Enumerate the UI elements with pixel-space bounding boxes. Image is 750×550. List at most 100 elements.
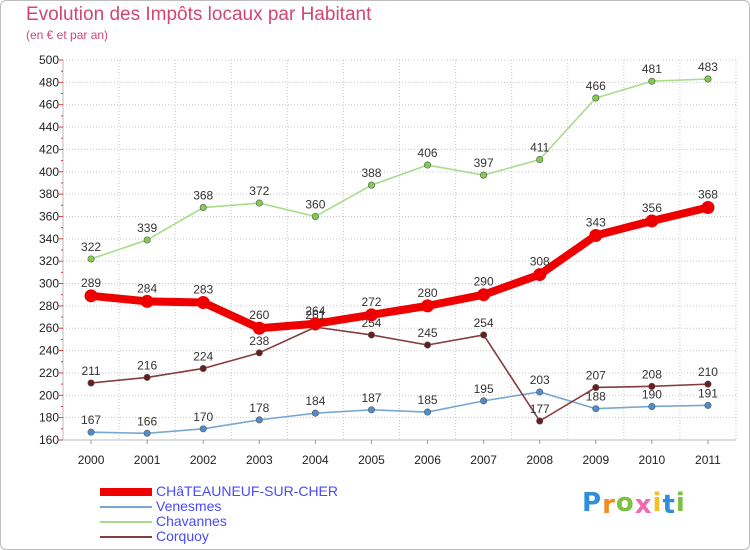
data-label: 481 — [642, 62, 662, 76]
data-point — [252, 321, 266, 335]
data-label: 261 — [305, 308, 325, 322]
data-label: 191 — [698, 386, 718, 400]
data-label: 356 — [642, 201, 662, 215]
y-tick-label: 480 — [39, 75, 59, 89]
data-point — [589, 228, 603, 242]
data-point — [199, 364, 207, 372]
legend-item: Corquoy — [100, 529, 338, 544]
data-label: 406 — [418, 146, 438, 160]
x-tick-label: 2001 — [134, 453, 161, 467]
data-point — [143, 373, 151, 381]
y-tick-label: 300 — [39, 277, 59, 291]
line-chart: 160 180 200 220 240 260 280 300 320 340 360 380 400 4… — [39, 53, 737, 467]
series-chavannes: 322 339 368 372 360 388 406 397 411 466 481 483 — [81, 60, 718, 263]
y-tick-label: 400 — [39, 165, 59, 179]
data-point — [84, 289, 98, 303]
y-tick-label: 320 — [39, 254, 59, 268]
x-tick-label: 2002 — [190, 453, 217, 467]
data-point — [424, 161, 432, 169]
data-point — [364, 308, 378, 322]
data-point — [536, 417, 544, 425]
data-label: 284 — [137, 281, 157, 295]
y-tick-label: 220 — [39, 366, 59, 380]
data-point — [255, 416, 263, 424]
y-tick-label: 160 — [39, 433, 59, 447]
data-label: 343 — [586, 215, 606, 229]
series-venesmes: 167 166 170 178 184 187 185 195 203 188 190 191 — [81, 373, 718, 437]
chart-title: Evolution des Impôts locaux par Habitant — [26, 4, 372, 25]
logo-letter: i — [652, 488, 663, 518]
data-point — [311, 409, 319, 417]
data-label: 207 — [586, 368, 606, 382]
data-point — [592, 405, 600, 413]
data-point — [704, 380, 712, 388]
x-tick-label: 2003 — [246, 453, 273, 467]
data-label: 372 — [249, 184, 269, 198]
data-point — [367, 331, 375, 339]
data-label: 195 — [474, 382, 494, 396]
data-label: 167 — [81, 413, 101, 427]
data-label: 187 — [361, 391, 381, 405]
data-label: 166 — [137, 414, 157, 428]
data-point — [311, 212, 319, 220]
logo-letter: P — [582, 488, 603, 518]
data-label: 211 — [81, 364, 100, 378]
data-point — [648, 402, 656, 410]
data-label: 184 — [305, 394, 325, 408]
data-label: 264 — [305, 304, 325, 318]
x-tick-label: 2008 — [526, 453, 553, 467]
data-label: 360 — [305, 197, 325, 211]
data-point — [480, 171, 488, 179]
logo-letter: x — [634, 490, 653, 520]
data-point — [424, 341, 432, 349]
data-point — [421, 299, 435, 313]
data-point — [87, 428, 95, 436]
series-line — [87, 203, 712, 333]
data-label: 283 — [193, 283, 213, 297]
data-label: 339 — [137, 221, 157, 235]
y-tick-label: 280 — [39, 299, 59, 313]
legend-swatch — [100, 505, 152, 508]
series-ch-teauneuf-sur-cher: 289 284 283 260 264 272 280 290 308 343 356 368 — [81, 188, 718, 335]
logo-letter: t — [662, 490, 676, 520]
y-tick-label: 440 — [39, 120, 59, 134]
y-tick-label: 500 — [39, 53, 59, 67]
data-label: 397 — [474, 156, 494, 170]
x-tick-label: 2009 — [582, 453, 609, 467]
data-label: 190 — [642, 387, 662, 401]
data-point — [536, 388, 544, 396]
legend-swatch — [100, 520, 152, 523]
x-tick-label: 2010 — [639, 453, 666, 467]
data-point — [536, 155, 544, 163]
data-label: 483 — [698, 60, 718, 74]
y-tick-label: 240 — [39, 344, 59, 358]
data-label: 411 — [530, 140, 549, 154]
data-label: 208 — [642, 367, 662, 381]
data-label: 290 — [474, 275, 494, 289]
data-point — [255, 349, 263, 357]
data-point — [704, 75, 712, 83]
legend-item: Venesmes — [100, 499, 338, 514]
data-point — [424, 408, 432, 416]
data-point — [199, 425, 207, 433]
data-label: 254 — [474, 316, 494, 330]
y-tick-label: 260 — [39, 321, 59, 335]
y-tick-label: 200 — [39, 388, 59, 402]
data-point — [308, 317, 322, 331]
proxiti-logo: Proxiti — [582, 488, 686, 520]
data-point — [367, 181, 375, 189]
data-point — [533, 268, 547, 282]
legend: CHâTEAUNEUF-SUR-CHER Venesmes Chavannes Cor… — [100, 484, 338, 544]
x-tick-label: 2000 — [78, 453, 105, 467]
data-point — [704, 401, 712, 409]
legend-label: Corquoy — [156, 528, 209, 544]
chart-subtitle: (en € et par an) — [26, 28, 109, 42]
data-label: 188 — [586, 390, 606, 404]
data-point — [648, 77, 656, 85]
y-tick-label: 380 — [39, 187, 59, 201]
x-tick-label: 2005 — [358, 453, 385, 467]
y-tick-label: 340 — [39, 232, 59, 246]
data-label: 238 — [249, 334, 269, 348]
